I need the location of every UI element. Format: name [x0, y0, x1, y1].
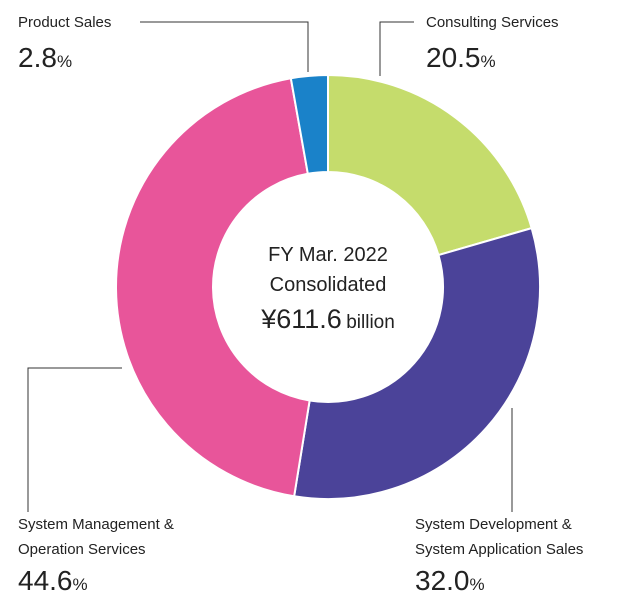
value-number: 32.0 [415, 565, 470, 596]
category-label: Consulting Services [426, 14, 559, 31]
value-unit: % [56, 52, 73, 71]
value-label: 20.5% [426, 42, 496, 74]
donut-segment [292, 226, 541, 500]
category-label: System Development & System Application … [415, 516, 584, 558]
center-line: Consolidated [269, 274, 387, 296]
value-number: 2.8 [18, 42, 57, 73]
total-unit: billion [346, 312, 395, 333]
category-label: System Management & Operation Services [18, 516, 174, 558]
value-unit: % [72, 575, 88, 594]
total-value: ¥611.6 [261, 304, 342, 334]
value-label: 2.8% [18, 42, 72, 74]
value-unit: % [469, 575, 485, 594]
donut-segment [115, 77, 311, 498]
donut-segment [327, 73, 533, 257]
value-number: 44.6 [18, 565, 73, 596]
leader-line [27, 367, 122, 512]
value-number: 20.5 [426, 42, 481, 73]
value-label: 32.0% [415, 565, 485, 597]
leader-line [379, 21, 414, 76]
value-label: 44.6% [18, 565, 88, 597]
donut-segment [289, 73, 329, 175]
center-line: FY Mar. 2022 [268, 244, 388, 266]
category-label: Product Sales [18, 14, 112, 31]
value-unit: % [480, 52, 496, 71]
center-total: ¥611.6 billion [228, 302, 428, 341]
leader-line [140, 21, 309, 72]
